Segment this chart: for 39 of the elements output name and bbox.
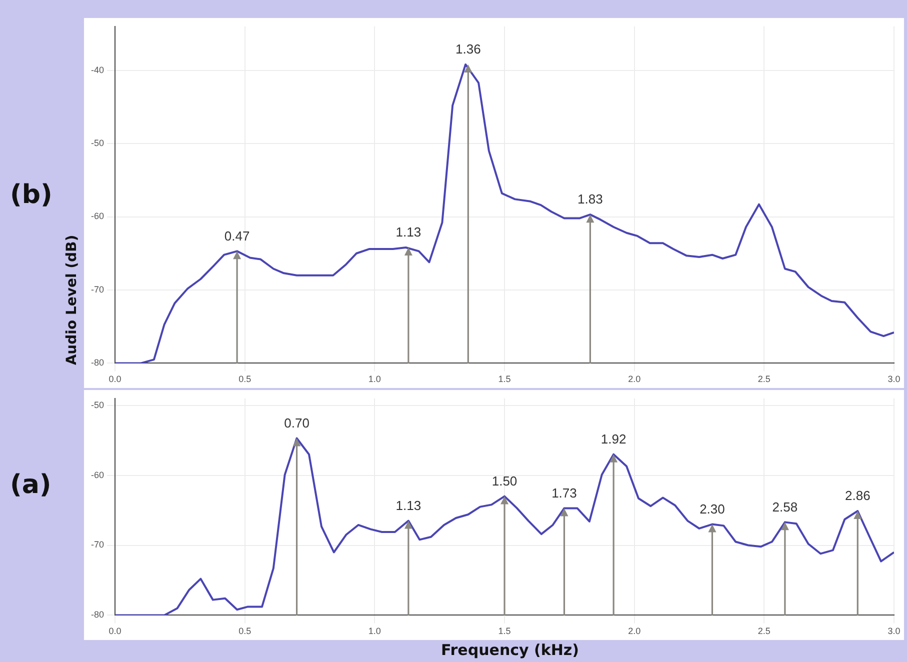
- x-tick-label: 2.5: [758, 374, 770, 384]
- x-tick-label: 0.0: [108, 374, 122, 384]
- annotation: 1.92: [600, 431, 626, 446]
- x-tick-label: 0.0: [108, 626, 122, 636]
- annotation: 1.50: [492, 473, 518, 488]
- y-tick-label: -60: [90, 470, 104, 480]
- x-tick-label: 1.0: [368, 374, 381, 384]
- y-tick-label: -40: [90, 64, 104, 75]
- annotation: 1.13: [396, 224, 422, 240]
- x-axis-title: Frequency (kHz): [441, 641, 579, 659]
- x-tick-label: 1.5: [498, 374, 511, 384]
- text: (b): [10, 180, 52, 210]
- y-tick-label: -70: [90, 540, 104, 550]
- y-tick-label: -50: [90, 138, 104, 148]
- x-tick-label: 3.0: [888, 374, 900, 384]
- x-tick-label: 2.0: [628, 374, 641, 384]
- x-tick-label: 1.5: [498, 626, 511, 636]
- x-tick-label: 0.5: [238, 626, 252, 636]
- x-tick-label: 0.5: [238, 374, 252, 384]
- annotation: 2.58: [772, 499, 798, 514]
- annotation: 0.47: [224, 228, 250, 244]
- x-tick-label: 2.5: [758, 626, 770, 636]
- annotation: 2.86: [844, 488, 870, 504]
- y-tick-label: -50: [90, 400, 104, 410]
- x-tick-label: 2.0: [628, 626, 641, 636]
- y-tick-label: -70: [90, 284, 104, 294]
- y-tick-label: -80: [90, 610, 104, 620]
- y-tick-label: -60: [90, 211, 104, 222]
- annotation: 1.36: [455, 42, 481, 57]
- annotation: 1.83: [578, 192, 603, 207]
- annotation: 1.13: [396, 498, 422, 513]
- annotation: 1.73: [552, 485, 577, 500]
- x-tick-label: 3.0: [888, 626, 900, 636]
- annotation: 2.30: [700, 501, 725, 516]
- annotation: 0.70: [284, 415, 310, 430]
- y-tick-label: -80: [90, 358, 104, 368]
- x-tick-label: 1.0: [368, 626, 381, 636]
- text: (a): [10, 470, 52, 500]
- y-axis-title: Audio Level (dB): [64, 234, 80, 366]
